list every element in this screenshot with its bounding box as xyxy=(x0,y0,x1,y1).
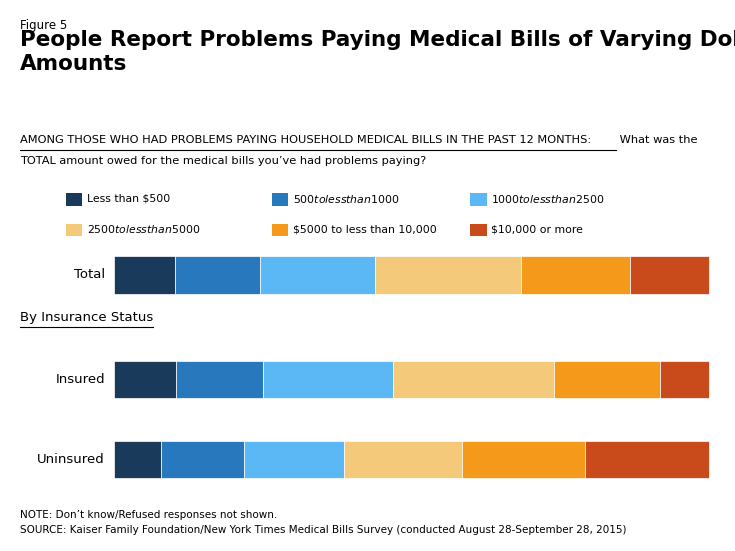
Bar xyxy=(470,224,487,236)
Bar xyxy=(660,361,709,398)
Bar xyxy=(631,256,709,294)
Text: NOTE: Don’t know/Refused responses not shown.: NOTE: Don’t know/Refused responses not s… xyxy=(20,510,277,520)
Text: $5000 to less than 10,000: $5000 to less than 10,000 xyxy=(293,224,437,234)
Bar xyxy=(554,361,660,398)
Text: 20%: 20% xyxy=(388,453,417,466)
Text: KAISER: KAISER xyxy=(646,507,698,520)
Text: AMONG THOSE WHO HAD PROBLEMS PAYING HOUSEHOLD MEDICAL BILLS IN THE PAST 12 MONTH: AMONG THOSE WHO HAD PROBLEMS PAYING HOUS… xyxy=(20,135,591,145)
Text: 8%: 8% xyxy=(674,373,695,386)
Bar xyxy=(243,441,344,478)
Text: 14%: 14% xyxy=(187,453,218,466)
Text: Insured: Insured xyxy=(55,373,105,386)
Text: 19%: 19% xyxy=(303,268,332,282)
Text: 17%: 17% xyxy=(592,373,622,386)
Text: SOURCE: Kaiser Family Foundation/New York Times Medical Bills Survey (conducted : SOURCE: Kaiser Family Foundation/New Yor… xyxy=(20,525,626,535)
Bar xyxy=(66,224,82,236)
Text: THE HENRY J.: THE HENRY J. xyxy=(649,498,695,504)
Text: FOUNDATION: FOUNDATION xyxy=(644,534,700,543)
Text: 24%: 24% xyxy=(433,268,463,282)
Text: 10%: 10% xyxy=(130,373,160,386)
Bar xyxy=(114,361,176,398)
Text: 13%: 13% xyxy=(655,268,685,282)
Text: By Insurance Status: By Insurance Status xyxy=(20,311,153,325)
Text: People Report Problems Paying Medical Bills of Varying Dollar
Amounts: People Report Problems Paying Medical Bi… xyxy=(20,30,735,73)
Text: $500 to less than $1000: $500 to less than $1000 xyxy=(293,193,399,205)
Bar xyxy=(176,361,263,398)
Text: $2500 to less than $5000: $2500 to less than $5000 xyxy=(87,223,200,235)
Bar xyxy=(263,361,393,398)
Text: Figure 5: Figure 5 xyxy=(20,19,67,33)
Bar xyxy=(66,193,82,206)
Text: 26%: 26% xyxy=(459,373,489,386)
Text: 17%: 17% xyxy=(279,453,309,466)
Bar xyxy=(259,256,375,294)
Text: $1000 to less than $2500: $1000 to less than $2500 xyxy=(491,193,604,205)
Text: Total: Total xyxy=(74,268,105,282)
Bar xyxy=(344,441,462,478)
Bar xyxy=(114,441,161,478)
Bar xyxy=(161,441,243,478)
Bar xyxy=(114,256,175,294)
Text: 10%: 10% xyxy=(129,268,159,282)
Bar xyxy=(272,193,288,206)
Text: 14%: 14% xyxy=(202,268,232,282)
Text: 18%: 18% xyxy=(561,268,590,282)
Text: $10,000 or more: $10,000 or more xyxy=(491,224,583,234)
Bar xyxy=(375,256,521,294)
Text: 14%: 14% xyxy=(204,373,234,386)
Text: Less than $500: Less than $500 xyxy=(87,194,170,204)
Text: 21%: 21% xyxy=(313,373,343,386)
Text: 8%: 8% xyxy=(127,453,148,466)
Bar xyxy=(272,224,288,236)
Bar xyxy=(393,361,554,398)
Text: Uninsured: Uninsured xyxy=(37,453,105,466)
Text: What was the: What was the xyxy=(616,135,698,145)
Bar xyxy=(470,193,487,206)
Text: 21%: 21% xyxy=(509,453,539,466)
Bar xyxy=(462,441,586,478)
Text: 21%: 21% xyxy=(632,453,662,466)
Bar xyxy=(521,256,631,294)
Bar xyxy=(175,256,259,294)
Text: FAMILY: FAMILY xyxy=(648,520,696,533)
Text: TOTAL amount owed for the medical bills you’ve had problems paying?: TOTAL amount owed for the medical bills … xyxy=(20,156,426,166)
Bar xyxy=(586,441,709,478)
